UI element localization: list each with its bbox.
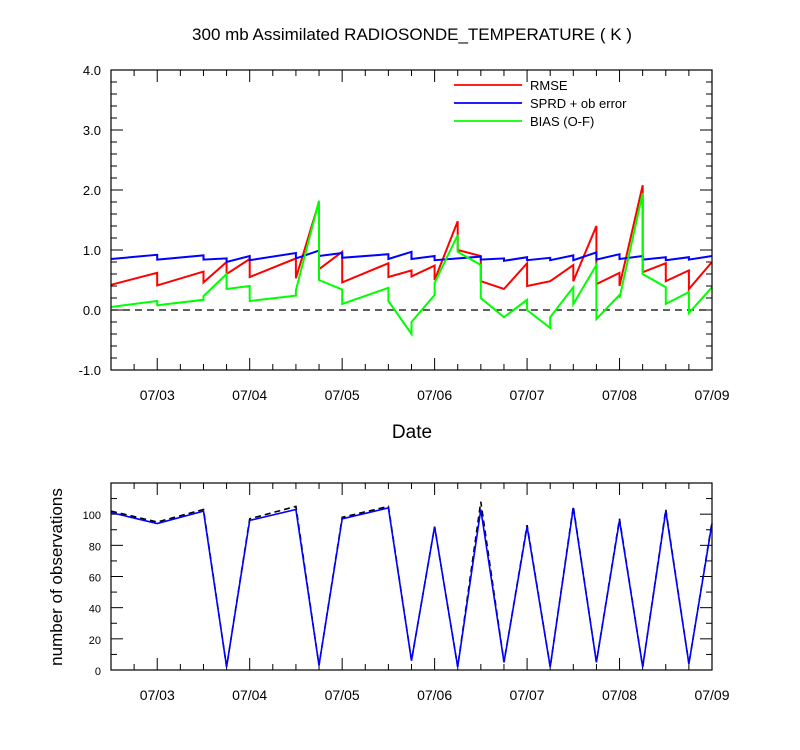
y-axis-label-observations: number of observations [47,488,66,666]
bottom-x-tick-label: 07/04 [232,687,267,703]
bottom-x-tick-label: 07/09 [694,687,729,703]
top-x-tick-label: 07/04 [232,387,267,403]
bottom-series-group [110,501,713,668]
legend-label-rmse: RMSE [530,78,568,93]
bottom-y-tick-label: 20 [89,635,101,647]
top-series-group [110,184,713,338]
bottom-x-tick-label: 07/07 [510,687,545,703]
top-y-tick-label: 3.0 [83,123,101,138]
top-y-tick-label: 1.0 [83,243,101,258]
top-x-tick-label: 07/06 [417,387,452,403]
bottom-y-tick-label: 100 [83,510,101,522]
legend-label-bias: BIAS (O-F) [530,114,594,129]
top-x-tick-label: 07/09 [694,387,729,403]
bottom-x-tick-label: 07/03 [140,687,175,703]
bottom-x-tick-label: 07/08 [602,687,637,703]
top-axes: 07/03 07/04 07/05 07/06 07/07 07/08 07/09 -1.0 0… [79,63,730,403]
bottom-series-observations-used [110,506,713,668]
top-y-tick-label: 4.0 [83,63,101,78]
error-statistics-chart: 300 mb Assimilated RADIOSONDE_TEMPERATUR… [79,25,730,443]
bottom-x-tick-label: 07/06 [417,687,452,703]
observation-count-chart: 07/03 07/04 07/05 07/06 07/07 07/08 07/09 0 20 40… [47,482,730,703]
bottom-y-tick-label: 0 [95,666,101,678]
top-y-tick-label: 0.0 [83,303,101,318]
top-series-bias-o-f [110,192,713,338]
bottom-series-observations-possible [110,501,713,668]
legend-label-sprd: SPRD + ob error [530,96,627,111]
top-x-tick-label: 07/08 [602,387,637,403]
bottom-y-tick-label: 40 [89,604,101,616]
legend: RMSE SPRD + ob error BIAS (O-F) [454,78,627,129]
top-series-sprd-ob-error [110,249,713,264]
bottom-y-tick-label: 80 [89,541,101,553]
top-x-tick-label: 07/03 [140,387,175,403]
top-series-rmse [110,184,713,292]
top-x-tick-label: 07/07 [510,387,545,403]
x-axis-label: Date [392,422,432,443]
chart-title: 300 mb Assimilated RADIOSONDE_TEMPERATUR… [192,25,632,44]
top-y-tick-label: -1.0 [79,363,101,378]
bottom-x-tick-label: 07/05 [325,687,360,703]
top-x-tick-label: 07/05 [325,387,360,403]
bottom-y-tick-label: 60 [89,573,101,585]
bottom-plot-frame [110,482,713,671]
top-plot-frame [110,69,713,371]
top-y-tick-label: 2.0 [83,183,101,198]
bottom-axes: 07/03 07/04 07/05 07/06 07/07 07/08 07/09 0 20 40… [83,482,730,703]
